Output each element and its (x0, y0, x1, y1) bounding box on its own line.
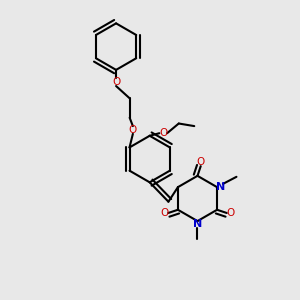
Text: N: N (216, 182, 225, 192)
Text: O: O (129, 125, 137, 135)
Text: O: O (160, 208, 169, 218)
Text: O: O (159, 128, 167, 138)
Text: O: O (112, 77, 120, 87)
Text: O: O (226, 208, 235, 218)
Text: N: N (193, 219, 202, 229)
Text: O: O (196, 157, 205, 167)
